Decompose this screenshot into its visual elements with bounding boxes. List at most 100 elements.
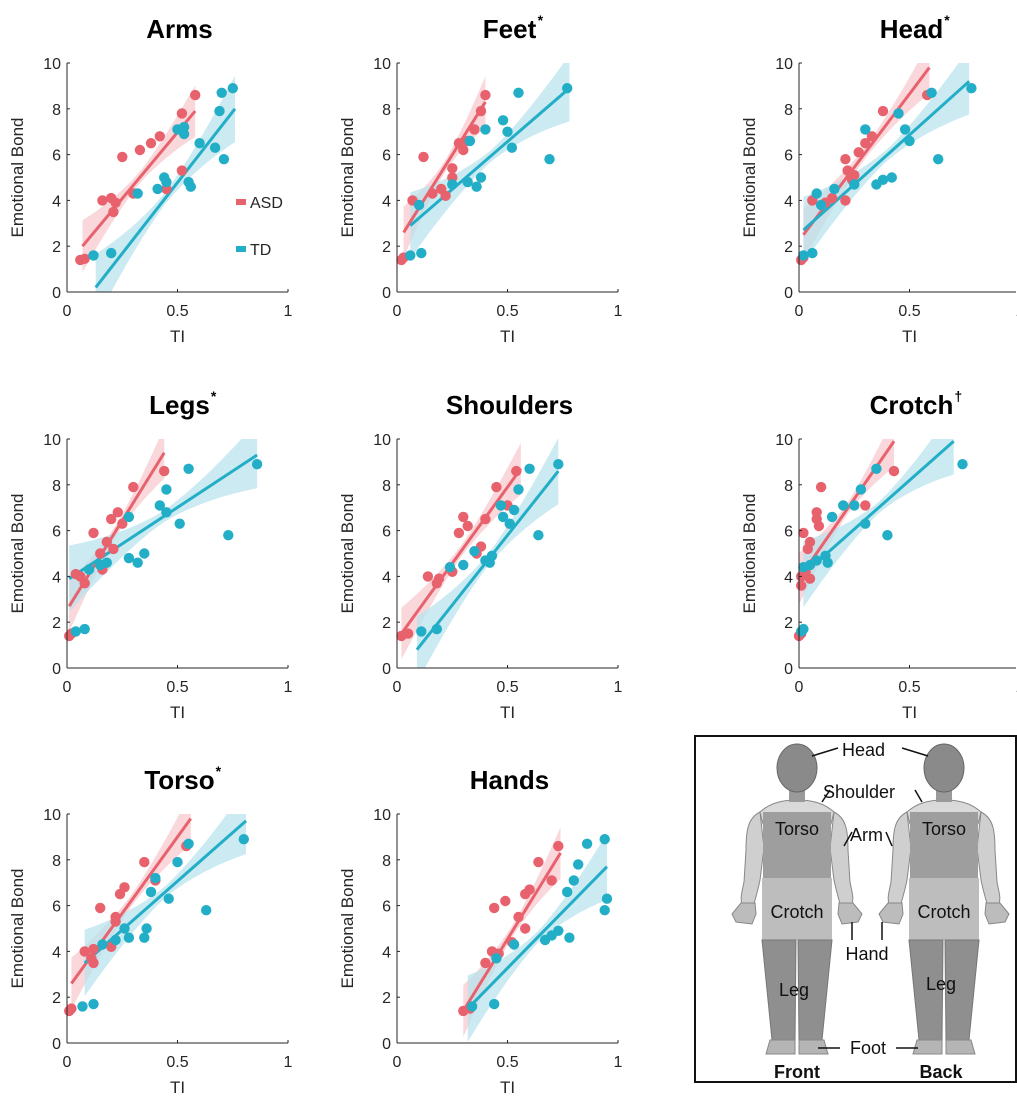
data-point-asd xyxy=(811,507,822,518)
y-axis-label: Emotional Bond xyxy=(338,117,357,237)
x-tick-label: 0.5 xyxy=(898,679,920,696)
data-point-td xyxy=(123,511,135,523)
front-torso-region xyxy=(763,812,831,878)
data-point-td xyxy=(110,934,121,946)
data-point-td xyxy=(227,83,238,94)
data-point-td xyxy=(251,459,263,470)
data-point-asd xyxy=(815,481,827,493)
label-leg-front: Leg xyxy=(779,980,809,1000)
y-tick-label: 2 xyxy=(382,990,391,1007)
front-right-arm xyxy=(829,811,854,905)
data-point-td xyxy=(238,834,249,845)
confidence-band-asd xyxy=(69,439,165,632)
data-point-td xyxy=(860,124,871,135)
significance-mark: * xyxy=(216,763,222,779)
y-tick-label: 8 xyxy=(382,853,391,870)
data-point-td xyxy=(464,135,476,147)
fit-line-td xyxy=(802,80,971,232)
data-point-td xyxy=(466,1001,478,1012)
data-point-td xyxy=(152,183,163,195)
data-point-td xyxy=(223,530,234,541)
x-tick-label: 0.5 xyxy=(496,303,518,320)
data-point-asd xyxy=(110,197,121,208)
y-tick-label: 6 xyxy=(382,148,391,165)
data-point-td xyxy=(882,530,893,541)
panel-feet: Feet * 0 2 4 6 8 10 0 0.5 1 TI Emotional Bond xyxy=(338,12,623,346)
x-axis-label: TI xyxy=(902,327,917,346)
y-tick-label: 8 xyxy=(382,102,391,119)
x-tick-label: 1 xyxy=(614,303,623,320)
data-point-asd xyxy=(79,946,90,957)
panel-title: Head xyxy=(880,14,944,44)
data-point-td xyxy=(132,188,143,199)
data-point-asd xyxy=(95,548,106,559)
body-region-diagram: Head Shoulder Arm Torso Torso Crotch Cro… xyxy=(694,735,1017,1083)
fit-line-asd xyxy=(462,852,562,1012)
confidence-band-td xyxy=(95,75,235,292)
data-point-asd xyxy=(840,154,851,165)
y-tick-label: 0 xyxy=(382,285,391,302)
y-tick-label: 10 xyxy=(43,56,61,73)
data-point-td xyxy=(926,87,937,99)
fit-line-asd xyxy=(400,467,522,635)
front-head xyxy=(776,743,818,793)
confidence-band-td xyxy=(84,814,246,997)
data-point-asd xyxy=(79,578,90,589)
back-left-arm xyxy=(887,811,912,905)
y-tick-label: 0 xyxy=(382,661,391,678)
y-tick-label: 10 xyxy=(43,432,61,449)
y-tick-label: 0 xyxy=(52,285,61,302)
data-point-td xyxy=(581,838,593,849)
data-point-td xyxy=(159,172,170,183)
label-hand: Hand xyxy=(845,944,888,964)
data-point-td xyxy=(88,998,99,1010)
y-tick-label: 6 xyxy=(382,524,391,541)
data-point-td xyxy=(807,247,818,259)
data-point-asd xyxy=(804,573,816,584)
data-point-td xyxy=(475,172,487,183)
data-point-asd xyxy=(860,138,871,149)
data-point-asd xyxy=(112,507,124,518)
data-point-td xyxy=(829,183,840,195)
data-point-td xyxy=(957,459,968,470)
x-tick-label: 0 xyxy=(393,1054,402,1071)
data-point-td xyxy=(798,623,809,635)
data-point-td xyxy=(798,250,809,261)
data-point-td xyxy=(811,188,822,199)
data-point-td xyxy=(568,875,579,886)
data-point-td xyxy=(216,87,227,99)
y-tick-label: 8 xyxy=(52,102,61,119)
data-point-asd xyxy=(453,527,465,539)
x-tick-label: 0.5 xyxy=(898,303,920,320)
data-point-td xyxy=(172,856,183,868)
data-point-asd xyxy=(513,911,524,923)
data-point-asd xyxy=(422,571,434,582)
x-tick-label: 0.5 xyxy=(166,1054,188,1071)
data-point-td xyxy=(524,463,535,474)
y-tick-label: 2 xyxy=(52,239,61,256)
data-point-asd xyxy=(849,170,860,181)
panel-crotch: Crotch† 0 2 4 6 8 10 0 0.5 1 TI Emotional Bond xyxy=(740,388,1017,722)
data-point-asd xyxy=(433,573,445,584)
data-point-td xyxy=(154,500,165,511)
data-point-td xyxy=(871,463,882,474)
y-tick-label: 6 xyxy=(784,148,793,165)
data-point-td xyxy=(444,562,456,573)
data-point-asd xyxy=(117,151,128,163)
confidence-band-td xyxy=(803,439,954,608)
back-right-hand xyxy=(984,902,1010,925)
data-point-td xyxy=(458,559,469,571)
data-point-td xyxy=(150,872,161,884)
data-point-asd xyxy=(500,895,511,907)
data-point-td xyxy=(822,557,833,568)
y-tick-label: 2 xyxy=(784,615,793,632)
data-point-asd xyxy=(101,536,113,548)
fit-line-asd xyxy=(402,101,487,234)
data-point-td xyxy=(97,939,108,950)
x-axis-label: TI xyxy=(170,703,185,722)
data-point-td xyxy=(504,518,515,529)
data-point-asd xyxy=(440,190,451,201)
data-point-td xyxy=(533,530,544,541)
front-right-hand xyxy=(837,902,863,925)
